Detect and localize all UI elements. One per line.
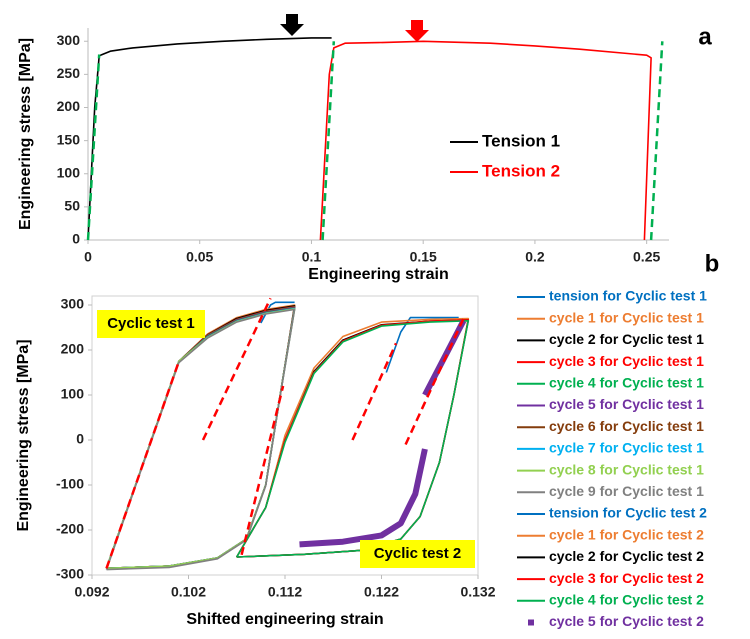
annotation: Cyclic test 2 bbox=[374, 545, 462, 562]
series-line bbox=[649, 41, 664, 241]
y-tick-label: 0 bbox=[76, 431, 84, 447]
y-tick-label: 300 bbox=[57, 32, 81, 48]
plots: 0 50 100 150 200 250 300 0 0.05 0.1 0.15 0.2 0.25 Eng… bbox=[15, 23, 719, 629]
legend-label: cycle 8 for Cyclic test 1 bbox=[549, 461, 704, 477]
y-tick-label: 150 bbox=[57, 131, 81, 147]
y-tick-label: 100 bbox=[57, 164, 81, 180]
y-tick-label: 200 bbox=[61, 341, 85, 357]
series-line bbox=[105, 308, 296, 571]
x-tick-label: 0.132 bbox=[460, 584, 495, 600]
legend-label: cycle 2 for Cyclic test 2 bbox=[549, 548, 704, 564]
x-tick-label: 0.15 bbox=[410, 249, 437, 265]
y-tick-label: 300 bbox=[61, 296, 85, 312]
legend-label: cycle 4 for Cyclic test 1 bbox=[549, 375, 704, 391]
y-tick-label: 0 bbox=[72, 231, 80, 247]
series-line bbox=[105, 360, 181, 569]
series-line bbox=[86, 54, 101, 241]
y-tick-label: 50 bbox=[64, 198, 80, 214]
arrow-marker bbox=[405, 20, 429, 42]
y-tick-label: 250 bbox=[57, 65, 81, 81]
y-tick-label: -200 bbox=[56, 521, 84, 537]
series-line bbox=[201, 297, 272, 441]
legend-label: cycle 3 for Cyclic test 2 bbox=[549, 570, 704, 586]
series-line bbox=[321, 41, 336, 241]
legend-label: cycle 5 for Cyclic test 1 bbox=[549, 396, 704, 412]
y-tick-label: 100 bbox=[61, 386, 85, 402]
annotation-box bbox=[360, 540, 475, 568]
panel-label: a bbox=[698, 23, 712, 50]
x-tick-label: 0.2 bbox=[525, 249, 545, 265]
legend-label: cycle 3 for Cyclic test 1 bbox=[549, 353, 704, 369]
annotation-box bbox=[97, 310, 205, 338]
legend-label: cycle 6 for Cyclic test 1 bbox=[549, 418, 704, 434]
legend-label: tension for Cyclic test 2 bbox=[549, 505, 707, 521]
x-tick-label: 0 bbox=[84, 249, 92, 265]
y-axis-title: Engineering stress [MPa] bbox=[15, 339, 32, 531]
legend-label: cycle 9 for Cyclic test 1 bbox=[549, 483, 704, 499]
series-line bbox=[404, 317, 465, 446]
x-tick-label: 0.102 bbox=[171, 584, 206, 600]
x-tick-label: 0.25 bbox=[633, 249, 660, 265]
y-tick-label: -100 bbox=[56, 476, 84, 492]
y-tick-label: -300 bbox=[56, 566, 84, 582]
legend-label: cycle 1 for Cyclic test 2 bbox=[549, 526, 704, 542]
y-tick-label: 200 bbox=[57, 98, 81, 114]
x-tick-label: 0.122 bbox=[364, 584, 399, 600]
series-line bbox=[240, 385, 285, 556]
x-tick-label: 0.112 bbox=[268, 584, 302, 600]
legend-label: tension for Cyclic test 1 bbox=[549, 288, 707, 304]
legend-label: cycle 4 for Cyclic test 2 bbox=[549, 592, 704, 608]
arrow-marker bbox=[280, 14, 304, 36]
legend-label: cycle 2 for Cyclic test 1 bbox=[549, 331, 704, 347]
legend-label: cycle 7 for Cyclic test 1 bbox=[549, 440, 704, 456]
x-axis-title: Engineering strain bbox=[308, 266, 448, 283]
y-axis-title: Engineering stress [MPa] bbox=[17, 38, 34, 230]
x-tick-label: 0.092 bbox=[74, 584, 109, 600]
panel-label: b bbox=[705, 250, 720, 277]
legend-swatch bbox=[528, 619, 534, 626]
x-tick-label: 0.1 bbox=[302, 249, 322, 265]
legend-label: cycle 5 for Cyclic test 2 bbox=[549, 613, 704, 629]
annotation: Cyclic test 1 bbox=[107, 315, 195, 332]
x-tick-label: 0.05 bbox=[186, 249, 213, 265]
legend-label: cycle 1 for Cyclic test 1 bbox=[549, 309, 704, 325]
legend-label: Tension 2 bbox=[482, 161, 560, 180]
series-line bbox=[351, 342, 398, 441]
legend-label: Tension 1 bbox=[482, 131, 560, 150]
x-axis-title: Shifted engineering strain bbox=[186, 611, 383, 628]
